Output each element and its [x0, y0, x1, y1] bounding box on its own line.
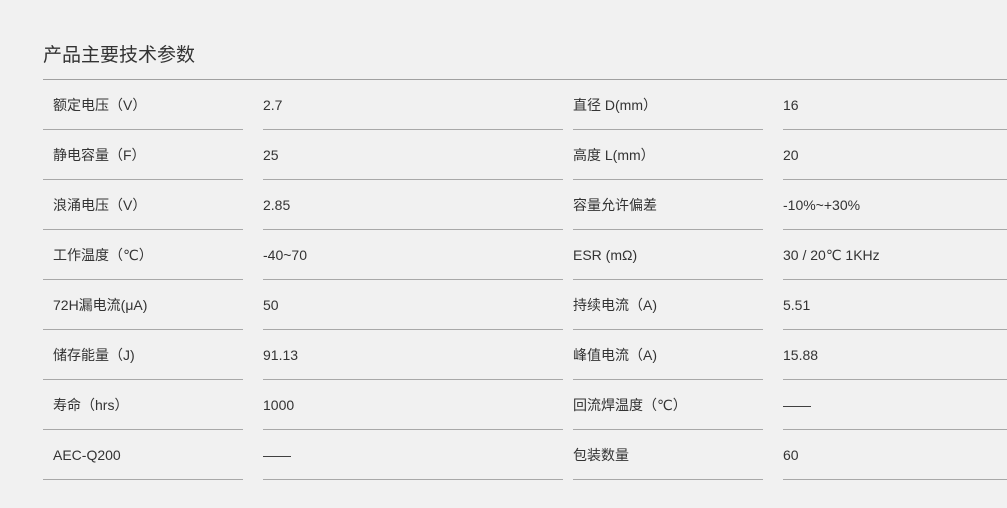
section-title: 产品主要技术参数: [43, 45, 196, 66]
spec-value: ——: [263, 430, 563, 480]
spec-value: -40~70: [263, 230, 563, 280]
table-row: 静电容量（F） 25 高度 L(mm） 20: [43, 130, 1007, 180]
spec-label: 高度 L(mm）: [573, 130, 763, 180]
spec-label: 静电容量（F）: [43, 130, 243, 180]
spec-value: 1000: [263, 380, 563, 430]
table-row: AEC-Q200 —— 包装数量 60: [43, 430, 1007, 480]
spec-label: 直径 D(mm）: [573, 80, 763, 130]
spec-value: 15.88: [783, 330, 1007, 380]
table-row: 浪涌电压（V） 2.85 容量允许偏差 -10%~+30%: [43, 180, 1007, 230]
spec-value: 2.85: [263, 180, 563, 230]
spec-table: 额定电压（V） 2.7 直径 D(mm） 16 静电容量（F） 25 高度 L(mm） 20 浪…: [43, 80, 1007, 480]
spec-value: 30 / 20℃ 1KHz: [783, 230, 1007, 280]
spec-value: 2.7: [263, 80, 563, 130]
table-row: 寿命（hrs） 1000 回流焊温度（℃） ——: [43, 380, 1007, 430]
spec-value: 16: [783, 80, 1007, 130]
table-row: 储存能量（J) 91.13 峰值电流（A) 15.88: [43, 330, 1007, 380]
spec-label: 持续电流（A): [573, 280, 763, 330]
spec-label: ESR (mΩ): [573, 230, 763, 280]
spec-value: 60: [783, 430, 1007, 480]
table-row: 工作温度（℃） -40~70 ESR (mΩ) 30 / 20℃ 1KHz: [43, 230, 1007, 280]
divider: [43, 79, 1007, 80]
table-row: 72H漏电流(μA) 50 持续电流（A) 5.51: [43, 280, 1007, 330]
spec-value: ——: [783, 380, 1007, 430]
spec-label: 工作温度（℃）: [43, 230, 243, 280]
spec-label: 储存能量（J): [43, 330, 243, 380]
spec-value: 20: [783, 130, 1007, 180]
spec-label: 回流焊温度（℃）: [573, 380, 763, 430]
spec-label: 72H漏电流(μA): [43, 280, 243, 330]
spec-value: 25: [263, 130, 563, 180]
spec-label: 峰值电流（A): [573, 330, 763, 380]
spec-value: 91.13: [263, 330, 563, 380]
spec-label: 额定电压（V）: [43, 80, 243, 130]
spec-label: 浪涌电压（V）: [43, 180, 243, 230]
spec-label: AEC-Q200: [43, 430, 243, 480]
spec-label: 包装数量: [573, 430, 763, 480]
spec-label: 容量允许偏差: [573, 180, 763, 230]
spec-value: 5.51: [783, 280, 1007, 330]
spec-value: 50: [263, 280, 563, 330]
spec-label: 寿命（hrs）: [43, 380, 243, 430]
spec-value: -10%~+30%: [783, 180, 1007, 230]
table-row: 额定电压（V） 2.7 直径 D(mm） 16: [43, 80, 1007, 130]
